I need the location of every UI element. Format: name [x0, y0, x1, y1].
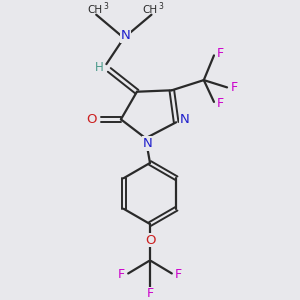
- Text: CH: CH: [87, 5, 102, 15]
- Text: CH: CH: [142, 5, 158, 15]
- Text: 3: 3: [158, 2, 163, 11]
- Text: F: F: [118, 268, 125, 281]
- Text: F: F: [217, 97, 224, 110]
- Text: O: O: [145, 233, 155, 247]
- Text: N: N: [120, 29, 130, 42]
- Text: F: F: [231, 81, 238, 94]
- Text: 3: 3: [103, 2, 108, 11]
- Text: N: N: [143, 137, 153, 150]
- Text: F: F: [146, 287, 154, 300]
- Text: N: N: [179, 113, 189, 126]
- Text: F: F: [217, 47, 224, 60]
- Text: F: F: [175, 268, 182, 281]
- Text: H: H: [95, 61, 104, 74]
- Text: O: O: [87, 113, 97, 126]
